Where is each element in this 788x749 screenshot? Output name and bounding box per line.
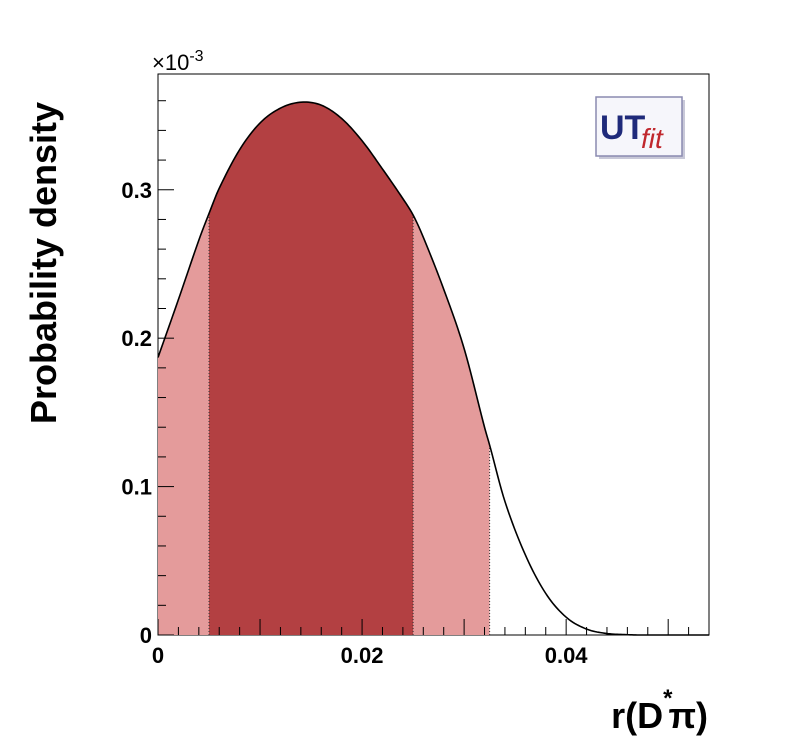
y-tick-label: 0 bbox=[140, 623, 152, 648]
logo-text-ut: UT bbox=[600, 109, 646, 147]
logo-text-fit: fit bbox=[641, 123, 664, 154]
y-tick-label: 0.1 bbox=[121, 475, 152, 500]
x-tick-label: 0 bbox=[152, 643, 164, 668]
y-multiplier-exponent: -3 bbox=[189, 48, 203, 65]
x-axis-title-superscript: * bbox=[663, 685, 673, 712]
x-tick-label: 0.04 bbox=[545, 643, 589, 668]
x-axis-title-main: r(D bbox=[611, 695, 663, 736]
interval-boundaries bbox=[208, 213, 491, 635]
axis-ticks bbox=[157, 100, 710, 636]
credible-interval-fills bbox=[158, 102, 490, 635]
x-axis-title-suffix: π) bbox=[668, 695, 708, 736]
y-multiplier: ×10-3 bbox=[152, 48, 204, 75]
logo-box bbox=[595, 96, 683, 157]
y-tick-label: 0.2 bbox=[121, 326, 152, 351]
interval-fill-68pct bbox=[209, 102, 414, 635]
density-curve bbox=[157, 101, 709, 636]
x-axis-title: r(D*π) bbox=[611, 685, 708, 736]
y-tick-label: 0.3 bbox=[121, 178, 152, 203]
tick-labels: 0 0.02 0.04 0 0.1 0.2 0.3 bbox=[121, 178, 588, 668]
x-tick-label: 0.02 bbox=[341, 643, 384, 668]
density-line bbox=[157, 101, 709, 636]
utfit-logo: UT fit bbox=[595, 96, 685, 159]
y-axis-title: Probability density bbox=[23, 102, 64, 424]
